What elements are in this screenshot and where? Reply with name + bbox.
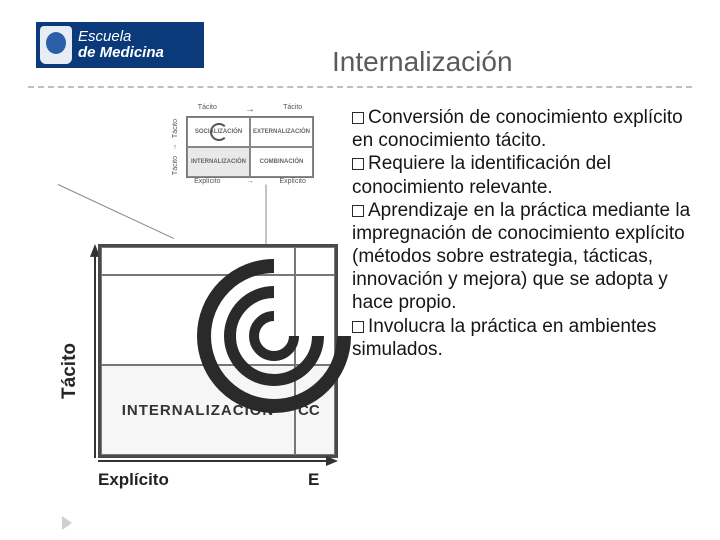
seci-cell-externalizacion: EXTERNALIZACIÓN bbox=[250, 117, 313, 147]
seci-axis-top-left: Tácito bbox=[186, 104, 229, 116]
seci-axis-left-top: Tácito bbox=[172, 119, 179, 138]
page-title: Internalización bbox=[332, 46, 513, 78]
school-logo: Escuela de Medicina bbox=[36, 22, 204, 68]
logo-line1: Escuela bbox=[78, 29, 164, 45]
bullet-2: Requiere la identificación del conocimie… bbox=[352, 152, 692, 198]
bullet-1: Conversión de conocimiento explícito en … bbox=[352, 106, 692, 152]
zoom-grid: INTERNALIZACIÓN CC bbox=[98, 244, 338, 458]
checkbox-icon bbox=[352, 112, 364, 124]
swirl-icon bbox=[210, 123, 228, 141]
zoom-quadrant: Tácito INTERNALIZACIÓN CC Explícito E bbox=[58, 244, 338, 512]
checkbox-icon bbox=[352, 321, 364, 333]
bullet-4: Involucra la práctica en ambientes simul… bbox=[352, 315, 692, 361]
seci-cell-internalizacion: INTERNALIZACIÓN bbox=[187, 147, 250, 177]
logo-text: Escuela de Medicina bbox=[78, 29, 164, 61]
arrow-right-icon: → bbox=[229, 104, 272, 116]
title-divider bbox=[28, 86, 692, 88]
seci-matrix: Tácito → Tácito Tácito ↑ Tácito SOCIALIZ… bbox=[164, 104, 314, 190]
seci-axis-top-right: Tácito bbox=[271, 104, 314, 116]
arrow-up-icon: ↑ bbox=[173, 144, 177, 151]
zoom-x-label-right-trunc: E bbox=[308, 470, 338, 490]
zoom-y-label: Tácito bbox=[52, 284, 88, 458]
logo-line2: de Medicina bbox=[78, 45, 164, 61]
seci-axis-bottom-left: Explícito bbox=[186, 178, 229, 190]
slide-marker-icon bbox=[62, 516, 72, 530]
seci-axis-left-bottom: Tácito bbox=[172, 156, 179, 175]
zoom-connector-line bbox=[266, 185, 267, 247]
zoom-connector-line bbox=[58, 184, 174, 239]
swirl-icon bbox=[184, 246, 364, 426]
body-content: Conversión de conocimiento explícito en … bbox=[352, 106, 692, 361]
seci-grid: SOCIALIZACIÓN EXTERNALIZACIÓN INTERNALIZ… bbox=[186, 116, 314, 178]
bullet-3: Aprendizaje en la práctica mediante la i… bbox=[352, 199, 692, 315]
zoom-x-label-left: Explícito bbox=[98, 470, 308, 490]
checkbox-icon bbox=[352, 158, 364, 170]
seci-cell-combinacion: COMBINACIÓN bbox=[250, 147, 313, 177]
seci-axis-bottom-right: Explícito bbox=[271, 178, 314, 190]
seci-cell-socializacion: SOCIALIZACIÓN bbox=[187, 117, 250, 147]
checkbox-icon bbox=[352, 205, 364, 217]
logo-shield-icon bbox=[40, 26, 72, 64]
